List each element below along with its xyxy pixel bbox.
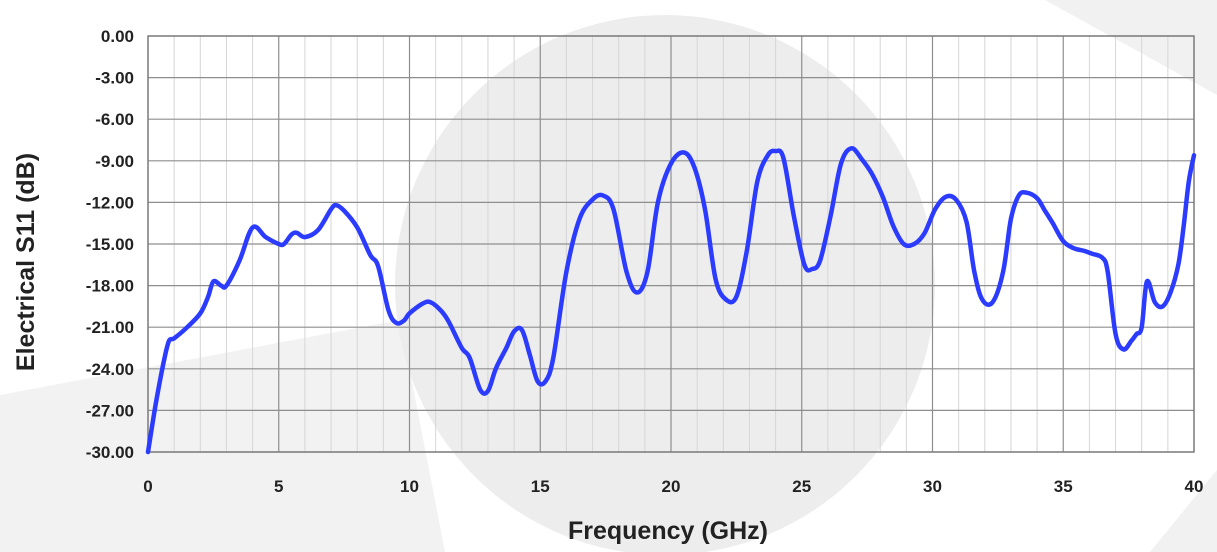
x-tick-label: 20: [662, 477, 681, 496]
x-tick-label: 30: [923, 477, 942, 496]
axes: [147, 35, 1195, 453]
x-tick-label: 10: [400, 477, 419, 496]
grid: [147, 35, 1195, 453]
x-tick-label: 5: [274, 477, 283, 496]
y-tick-label: -24.00: [86, 360, 134, 379]
x-tick-label: 40: [1185, 477, 1204, 496]
plot-frame: [147, 35, 1195, 453]
y-tick-label: -6.00: [95, 110, 134, 129]
y-tick-label: -3.00: [95, 69, 134, 88]
y-tick-label: -27.00: [86, 401, 134, 420]
y-tick-label: -15.00: [86, 235, 134, 254]
y-tick-label: 0.00: [101, 27, 134, 46]
series-line-s11: [145, 146, 1197, 455]
y-tick-label: -21.00: [86, 318, 134, 337]
y-tick-label: -18.00: [86, 277, 134, 296]
y-axis-title: Electrical S11 (dB): [12, 153, 40, 371]
y-tick-label: -9.00: [95, 152, 134, 171]
series-layer: [145, 146, 1197, 455]
x-tick-label: 15: [531, 477, 550, 496]
tick-labels: 0 5 10 15 20 25 30 35 40 0.00 -3.00 -6.00 -9.00 -12.0…: [86, 27, 1204, 496]
x-axis-title: Frequency (GHz): [568, 517, 768, 545]
x-tick-label: 0: [143, 477, 152, 496]
y-tick-label: -12.00: [86, 193, 134, 212]
x-tick-label: 25: [792, 477, 811, 496]
y-tick-label: -30.00: [86, 443, 134, 462]
x-tick-label: 35: [1054, 477, 1073, 496]
